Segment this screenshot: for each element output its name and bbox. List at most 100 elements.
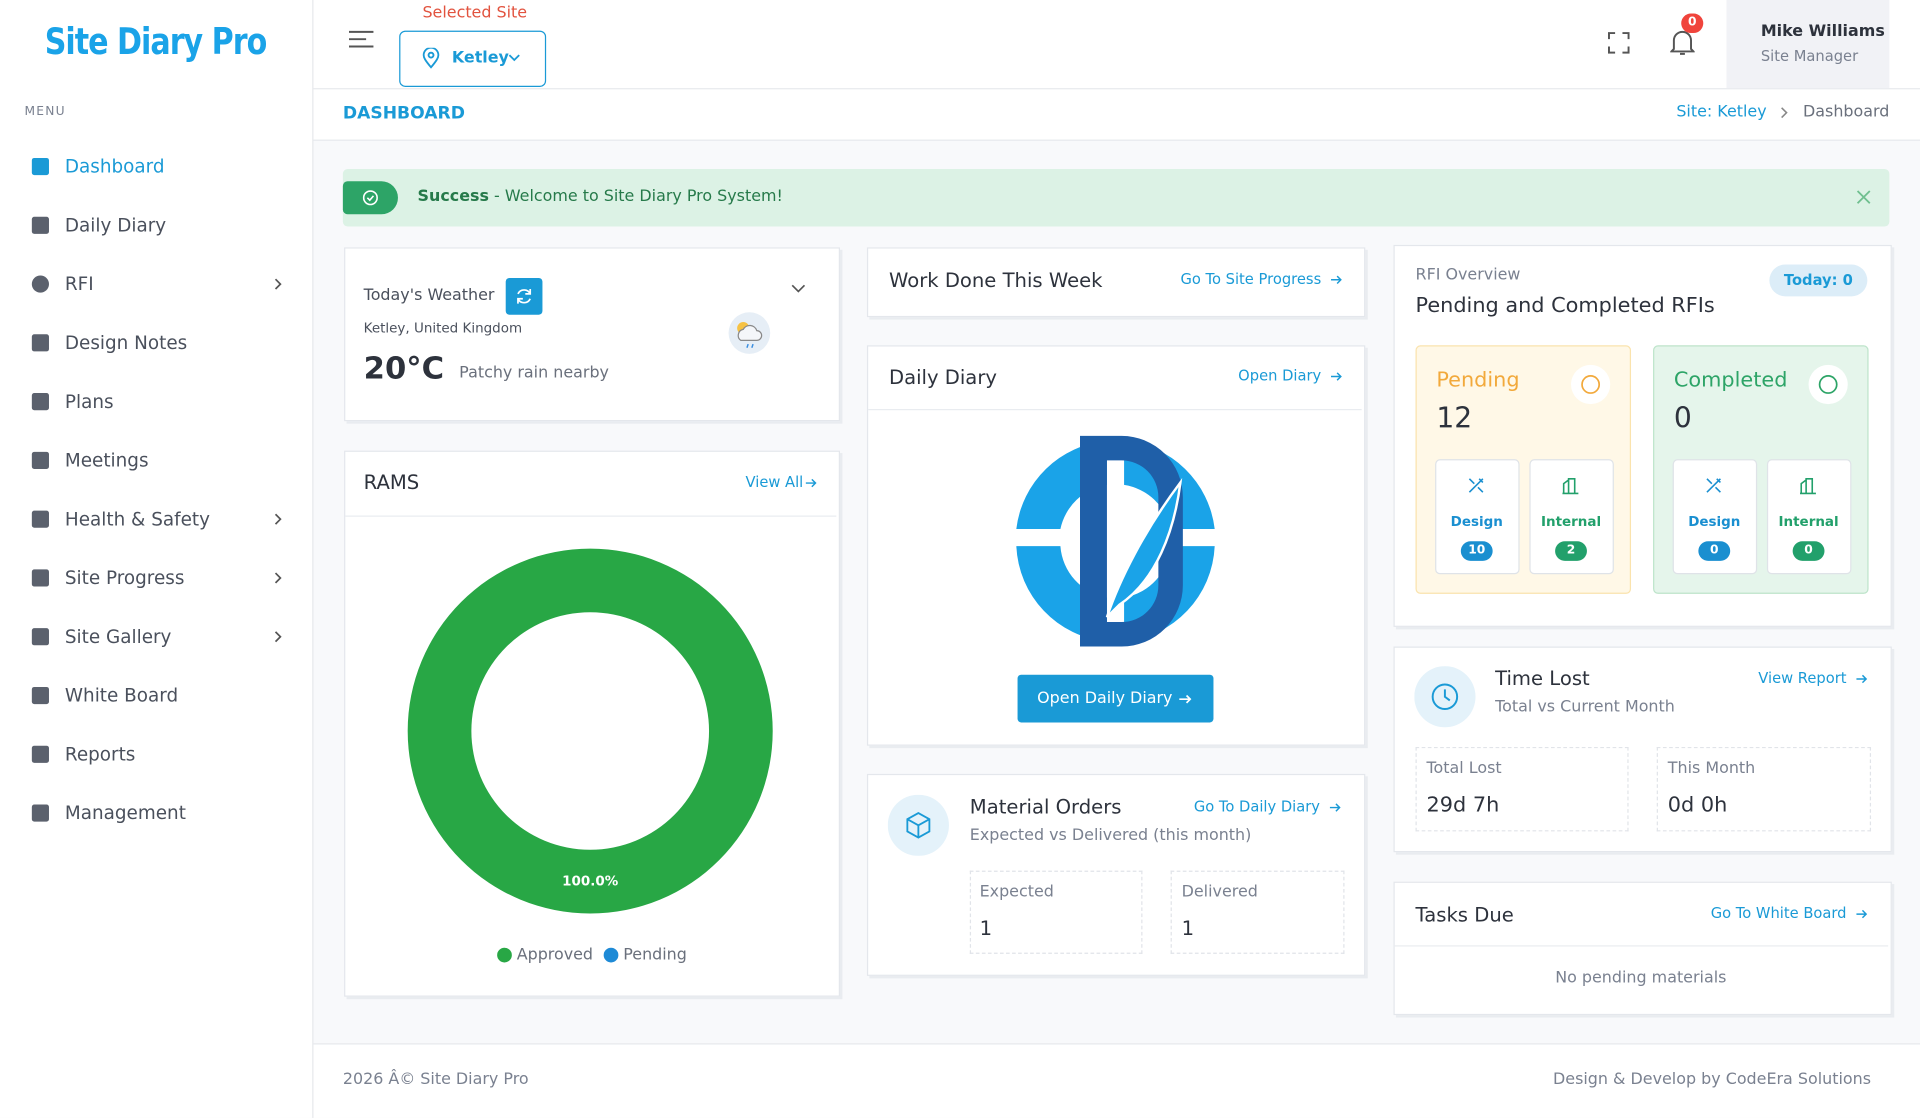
menu-icon-shape bbox=[31, 628, 49, 646]
stat-value: 0d 0h bbox=[1667, 793, 1728, 818]
tasks-due-card bbox=[1393, 881, 1892, 1016]
rfi-sub-count: 0 bbox=[1698, 541, 1731, 561]
menu-icon bbox=[31, 157, 49, 176]
rfi-title: Pending and Completed RFIs bbox=[1415, 293, 1715, 319]
alert-title: Success bbox=[417, 187, 489, 206]
menu-icon-shape bbox=[31, 745, 49, 763]
user-menu[interactable] bbox=[1726, 0, 1890, 89]
arrow-icon bbox=[1856, 674, 1868, 684]
chevron-path bbox=[274, 278, 282, 290]
arrow-icon bbox=[1179, 694, 1192, 704]
rfi-sub-label: Internal bbox=[1540, 513, 1602, 530]
icon-ring bbox=[1818, 375, 1838, 394]
work-done-card bbox=[866, 247, 1366, 318]
today-badge-label: Today: 0 bbox=[1783, 271, 1853, 289]
collapse-chevron[interactable] bbox=[791, 284, 806, 294]
stat-label: Total Lost bbox=[1426, 759, 1502, 778]
stat-box bbox=[1170, 870, 1345, 954]
menu-chevron bbox=[274, 513, 282, 525]
stat-value: 1 bbox=[979, 916, 993, 940]
work-done-title: Work Done This Week bbox=[888, 268, 1103, 292]
stat-value: 29d 7h bbox=[1426, 793, 1500, 818]
menu-item[interactable]: White Board bbox=[64, 684, 179, 707]
alert-icon bbox=[342, 181, 398, 215]
chevron-path bbox=[274, 513, 282, 525]
site-name[interactable]: Ketley bbox=[451, 49, 509, 68]
chevron-path bbox=[274, 631, 282, 643]
menu-icon-shape bbox=[31, 275, 49, 293]
status-icon bbox=[1571, 364, 1611, 405]
menu-icon bbox=[31, 451, 49, 469]
menu-item[interactable]: Dashboard bbox=[64, 155, 165, 178]
material-orders-title: Material Orders bbox=[969, 795, 1122, 819]
bell-icon[interactable] bbox=[1670, 29, 1695, 56]
check-icon bbox=[362, 190, 378, 206]
menu-item[interactable]: Daily Diary bbox=[64, 214, 167, 237]
legend-label[interactable]: Approved bbox=[517, 945, 593, 964]
menu-item[interactable]: Site Progress bbox=[64, 566, 185, 589]
menu-icon bbox=[31, 275, 49, 293]
divider bbox=[1394, 945, 1889, 947]
menu-icon-shape bbox=[31, 216, 49, 234]
page-header bbox=[313, 89, 1920, 141]
icon-path bbox=[1706, 478, 1721, 493]
menu-icon bbox=[31, 393, 49, 411]
site-selector[interactable] bbox=[399, 30, 547, 87]
rams-title: RAMS bbox=[363, 470, 420, 494]
refresh-button[interactable] bbox=[505, 277, 543, 315]
breadcrumb-current: Dashboard bbox=[1803, 103, 1890, 122]
daily-diary-link[interactable]: Open Diary bbox=[1238, 367, 1322, 385]
arrow-icon bbox=[805, 478, 817, 488]
breadcrumb-separator bbox=[1781, 107, 1788, 119]
work-done-link[interactable]: Go To Site Progress bbox=[1180, 270, 1322, 288]
rfi-sub-label: Internal bbox=[1778, 513, 1839, 530]
menu-icon bbox=[31, 628, 49, 646]
arrow-icon bbox=[1331, 275, 1342, 284]
rfi-group-label: Pending bbox=[1436, 368, 1520, 393]
menu-icon-shape bbox=[31, 510, 49, 528]
rfi-overline: RFI Overview bbox=[1415, 265, 1521, 285]
box-icon bbox=[887, 794, 949, 856]
user-name: Mike Williams bbox=[1760, 22, 1885, 41]
icon-path bbox=[1562, 477, 1579, 495]
menu-item[interactable]: Meetings bbox=[64, 449, 149, 472]
time-lost-subtitle: Total vs Current Month bbox=[1495, 698, 1675, 717]
rams-chart: 100.0% Approved Pending bbox=[407, 548, 773, 964]
stat-box bbox=[969, 870, 1143, 954]
menu-toggle[interactable] bbox=[348, 29, 374, 49]
stat-label: Delivered bbox=[1181, 883, 1258, 902]
logo[interactable]: Site Diary Pro bbox=[44, 20, 268, 64]
alert-close[interactable] bbox=[1856, 190, 1871, 205]
menu-chevron bbox=[274, 278, 282, 290]
tasks-due-link[interactable]: Go To White Board bbox=[1710, 904, 1847, 922]
rfi-group-count: 0 bbox=[1673, 403, 1692, 435]
user-role: Site Manager bbox=[1760, 47, 1859, 65]
material-orders-link[interactable]: Go To Daily Diary bbox=[1193, 798, 1321, 816]
menu-item[interactable]: RFI bbox=[64, 273, 94, 296]
divider bbox=[868, 408, 1362, 411]
menu-item[interactable]: Plans bbox=[64, 390, 114, 413]
menu-item[interactable]: Management bbox=[64, 802, 186, 825]
time-lost-link[interactable]: View Report bbox=[1758, 669, 1847, 687]
menu-item[interactable]: Health & Safety bbox=[64, 508, 210, 531]
weather-title: Today's Weather bbox=[363, 286, 495, 306]
breadcrumb-link[interactable]: Site: Ketley bbox=[1676, 103, 1767, 122]
rfi-group-label: Completed bbox=[1673, 368, 1788, 393]
rams-link[interactable]: View All bbox=[745, 473, 804, 491]
menu-item[interactable]: Design Notes bbox=[64, 331, 188, 354]
legend-label[interactable]: Pending bbox=[623, 945, 687, 964]
menu-label: MENU bbox=[24, 105, 66, 119]
footer-left: 2026 Â© Site Diary Pro bbox=[342, 1070, 529, 1089]
menu-icon bbox=[31, 804, 49, 822]
menu-item[interactable]: Reports bbox=[64, 743, 136, 766]
menu-item[interactable]: Site Gallery bbox=[64, 625, 172, 648]
stat-box bbox=[1656, 746, 1872, 832]
menu-icon-shape bbox=[31, 157, 49, 176]
alert bbox=[342, 168, 1890, 227]
menu-icon-shape bbox=[31, 334, 49, 352]
clock-icon bbox=[1414, 666, 1476, 728]
fullscreen-icon[interactable] bbox=[1608, 32, 1630, 54]
arrow-icon bbox=[1856, 909, 1868, 919]
page-title: DASHBOARD bbox=[342, 103, 465, 124]
